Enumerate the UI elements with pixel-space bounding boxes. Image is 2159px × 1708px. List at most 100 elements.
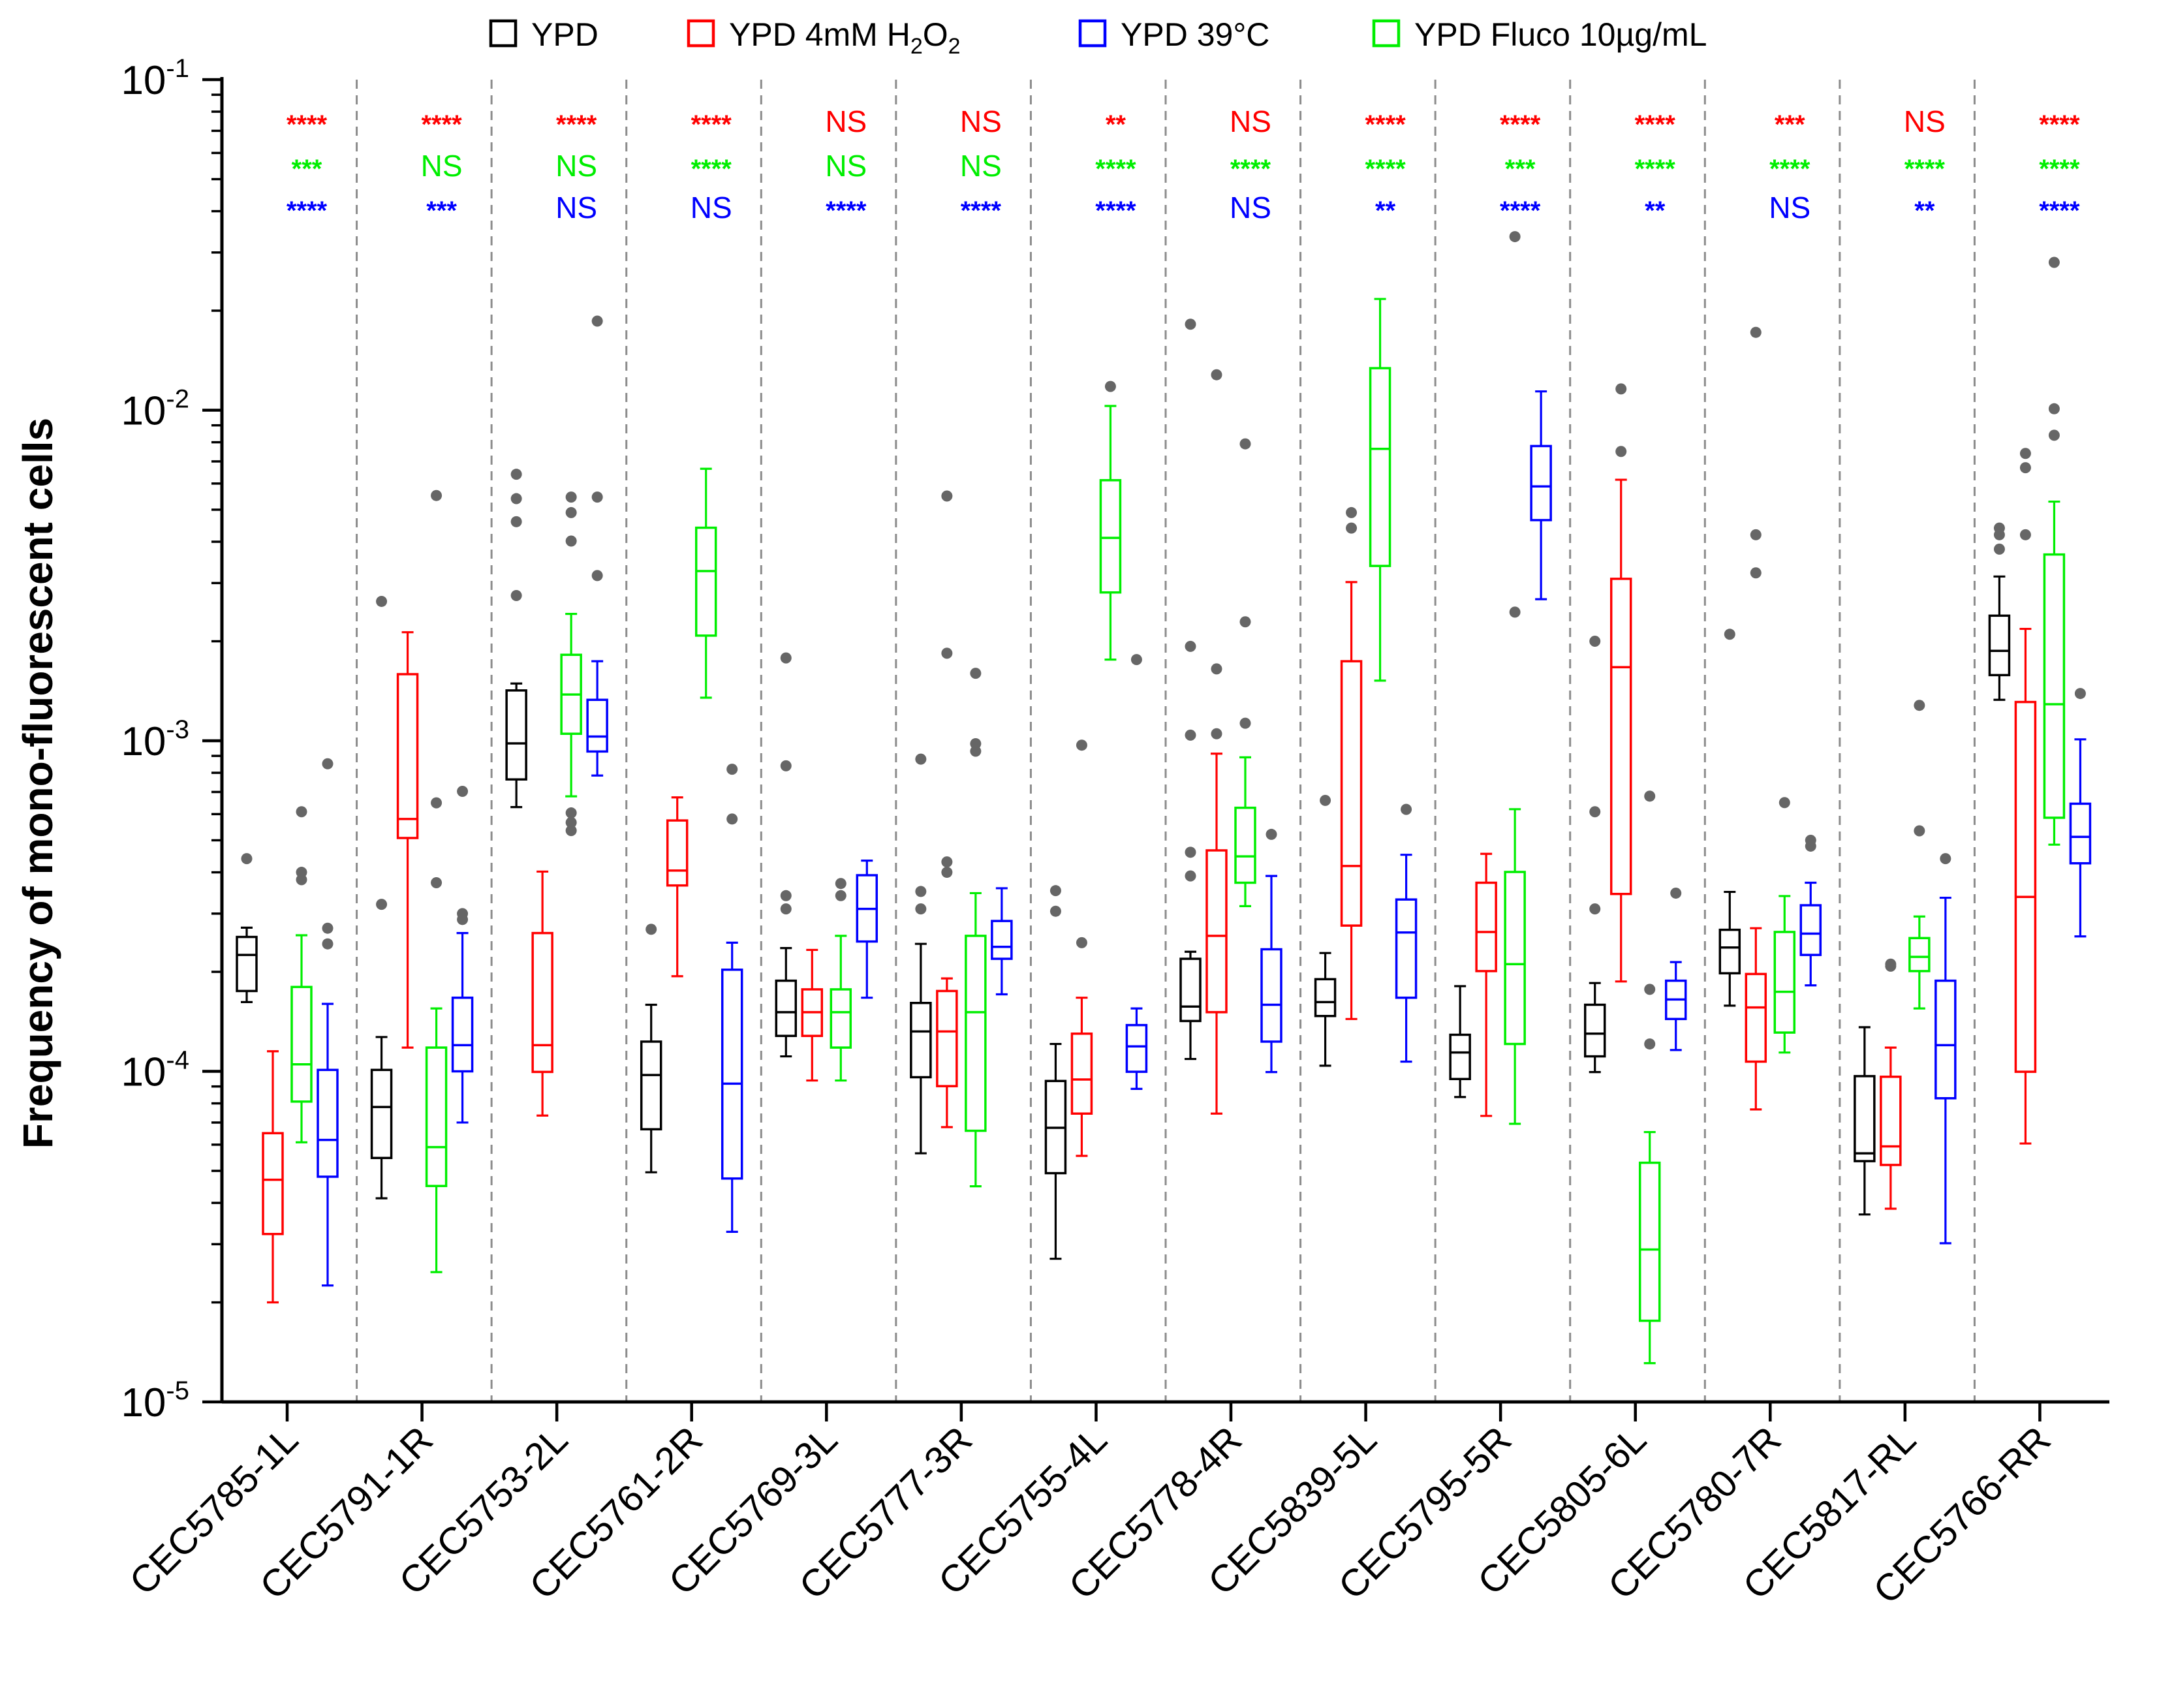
outlier-point (241, 853, 253, 865)
outlier-point (1076, 937, 1087, 948)
significance-label: ** (1645, 196, 1666, 225)
box-iqr (425, 1046, 448, 1187)
outlier-point (2048, 429, 2060, 441)
box-group (1044, 380, 1148, 1260)
significance-label: NS (960, 149, 1002, 183)
outlier-point (941, 647, 953, 659)
outlier-point (645, 924, 657, 935)
significance-label: **** (1635, 155, 1676, 183)
box-iqr (1583, 1003, 1606, 1058)
outlier-point (970, 738, 982, 749)
significance-label: **** (556, 110, 597, 139)
outlier-point (941, 856, 953, 868)
outlier-point (1185, 318, 1196, 330)
outlier-point (1185, 846, 1196, 858)
outlier-point (431, 797, 443, 809)
y-tick-label: 10-4 (121, 1046, 189, 1095)
box-iqr (1475, 881, 1497, 972)
box-iqr (1799, 904, 1822, 956)
outlier-point (1940, 853, 1951, 865)
outlier-point (1266, 828, 1277, 840)
box-fluco (1638, 790, 1661, 1365)
significance-label: **** (1769, 155, 1810, 183)
box-fluco (694, 467, 717, 699)
box-group (1854, 700, 1957, 1245)
box-iqr (1395, 898, 1418, 999)
legend-label: YPD 4mM H2O2 (729, 16, 961, 59)
significance-label: **** (1500, 110, 1541, 139)
legend-item-t39: YPD 39°C (1078, 16, 1269, 53)
box-group (1583, 383, 1687, 1365)
legend-item-h2o2: YPD 4mM H2O2 (687, 16, 961, 59)
box-iqr (396, 673, 419, 839)
significance-label: **** (1635, 110, 1676, 139)
outlier-point (835, 890, 847, 901)
box-iqr (775, 979, 798, 1037)
significance-label: NS (691, 191, 732, 225)
box-iqr (2069, 802, 2092, 865)
legend-swatch (489, 19, 518, 48)
box-iqr (1609, 578, 1632, 895)
box-h2o2 (2014, 448, 2037, 1145)
box-iqr (1205, 849, 1228, 1014)
box-t39 (991, 887, 1013, 996)
box-iqr (1773, 931, 1796, 1034)
legend-item-fluco: YPD Fluco 10µg/mL (1372, 16, 1707, 53)
box-iqr (666, 819, 689, 887)
significance-label: NS (555, 149, 597, 183)
box-fluco (2043, 256, 2066, 846)
outlier-point (2019, 448, 2031, 459)
box-h2o2 (1609, 383, 1632, 983)
outlier-point (915, 903, 927, 915)
outlier-point (1914, 700, 1925, 711)
y-ticks: 10-1 10-2 10-3 10-4 10-5 (121, 54, 222, 1425)
box-fluco (1773, 797, 1796, 1054)
outlier-point (970, 668, 982, 679)
outlier-point (726, 813, 738, 825)
box-h2o2 (1475, 852, 1497, 1117)
outlier-point (835, 878, 847, 890)
y-tick-label: 10-1 (121, 54, 189, 103)
box-iqr (1179, 957, 1202, 1023)
box-group (1179, 318, 1282, 1115)
box-t39 (1799, 834, 1822, 987)
outlier-point (1320, 794, 1331, 806)
box-h2o2 (396, 631, 419, 1049)
box-fluco (1234, 438, 1256, 908)
box-group (505, 315, 608, 1117)
outlier-point (1509, 231, 1521, 243)
outlier-point (510, 589, 522, 601)
box-iqr (1369, 367, 1391, 567)
box-iqr (1530, 444, 1552, 521)
significance-label: **** (1904, 155, 1946, 183)
box-iqr (694, 526, 717, 637)
outlier-point (915, 886, 927, 897)
significance-label: *** (1505, 155, 1536, 183)
outlier-point (1211, 663, 1222, 675)
legend-label: YPD Fluco 10µg/mL (1414, 16, 1707, 53)
box-ypd (1314, 794, 1337, 1067)
significance-label: ** (1106, 110, 1126, 139)
box-iqr (1934, 979, 1957, 1100)
box-fluco (290, 806, 313, 1143)
box-group (236, 758, 339, 1304)
outlier-point (296, 867, 307, 878)
box-t39 (451, 786, 474, 1124)
box-iqr (1340, 660, 1363, 927)
box-group (1988, 256, 2092, 1145)
box-group (1718, 326, 1822, 1111)
outlier-point (457, 786, 469, 798)
significance-label: **** (1095, 196, 1136, 225)
significance-label: NS (960, 104, 1002, 138)
axis-labels: Frequency of mono-fluorescent cells (14, 418, 61, 1149)
outlier-point (1130, 654, 1142, 666)
box-fluco (560, 491, 582, 837)
outlier-point (1644, 984, 1656, 995)
box-iqr (1070, 1033, 1093, 1115)
box-group (910, 490, 1013, 1188)
outlier-point (915, 753, 927, 765)
outlier-point (1589, 636, 1601, 647)
outlier-point (1239, 438, 1251, 450)
legend-swatch (1372, 19, 1401, 48)
